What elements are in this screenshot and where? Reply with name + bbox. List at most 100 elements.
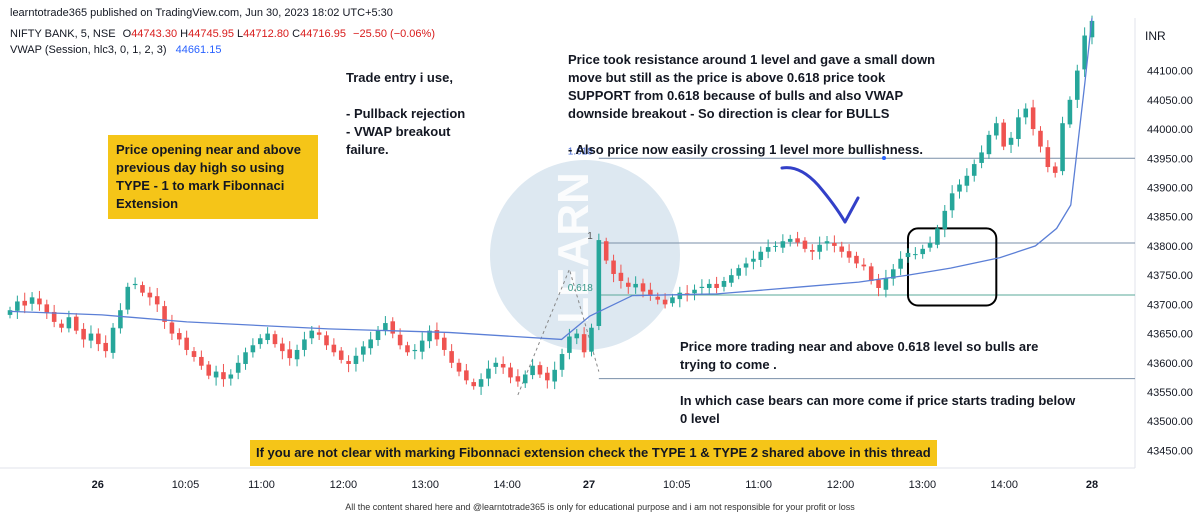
candle-body	[743, 263, 749, 268]
candle-body	[213, 371, 219, 378]
candle-body	[1016, 117, 1021, 139]
candle-body	[971, 164, 977, 176]
candle-body	[994, 123, 999, 136]
candle-body	[611, 260, 616, 274]
time-tick-label: 12:00	[330, 479, 358, 491]
candle-body	[96, 333, 101, 345]
candle-body	[773, 245, 778, 247]
candle-body	[810, 250, 815, 252]
candle-body	[1052, 166, 1058, 173]
candle-body	[714, 283, 719, 288]
time-tick-label: 13:00	[909, 479, 937, 491]
candle-body	[132, 283, 138, 286]
candle-body	[913, 254, 918, 256]
candle-body	[581, 334, 587, 353]
price-tick-label: 43950.00	[1147, 153, 1193, 165]
candle-body	[375, 330, 381, 341]
candle-body	[118, 310, 123, 329]
candle-body	[721, 280, 727, 287]
candle-body	[272, 334, 278, 345]
candle-body	[37, 298, 42, 305]
candle-body	[655, 296, 661, 300]
vwap-value: 44661.15	[175, 44, 222, 56]
candle-body	[648, 289, 653, 296]
candle-body	[302, 339, 307, 350]
candle-body	[294, 349, 300, 360]
candle-body	[699, 286, 705, 288]
candle-body	[537, 365, 543, 375]
candle-body	[449, 351, 454, 363]
candle-body	[832, 243, 837, 246]
time-tick-label: 14:00	[493, 479, 521, 491]
candle-body	[177, 333, 182, 340]
candle-body	[552, 369, 557, 382]
candle-body	[920, 248, 925, 255]
candle-body	[486, 368, 491, 379]
candle-body	[986, 134, 992, 155]
candle-body	[957, 184, 962, 192]
time-tick-label: 11:00	[248, 479, 275, 491]
candle-body	[626, 282, 631, 287]
watermark-circle	[490, 160, 680, 350]
hand-drawn-arrow	[780, 166, 860, 224]
disclaimer-footer: All the content shared here and @learnto…	[345, 502, 855, 512]
fib-level-label: 1	[587, 231, 593, 242]
candle-body	[51, 311, 57, 322]
candle-body	[140, 285, 145, 293]
candle-body	[434, 330, 440, 340]
candle-body	[397, 334, 403, 346]
candle-body	[265, 333, 270, 341]
note-resistance: Price took resistance around 1 level and…	[568, 52, 936, 157]
candle-body	[1008, 137, 1014, 145]
candle-body	[110, 327, 116, 353]
candle-body	[846, 251, 852, 258]
time-tick-label: 10:05	[663, 479, 691, 491]
price-tick-label: 43750.00	[1147, 270, 1193, 282]
candle-body	[508, 367, 513, 378]
candle-body	[942, 210, 948, 229]
candle-body	[368, 339, 373, 349]
candle-body	[567, 336, 572, 353]
candle-body	[662, 299, 668, 305]
candle-body	[184, 337, 189, 350]
highlight-box	[906, 227, 998, 307]
candle-body	[1074, 70, 1080, 100]
candle-body	[905, 252, 911, 258]
candle-body	[979, 152, 984, 163]
close-value: 44716.95	[300, 28, 346, 40]
candle-body	[228, 374, 234, 379]
low-value: 44712.80	[243, 28, 290, 40]
candle-body	[257, 338, 263, 345]
fib-swing-dashed	[517, 267, 600, 396]
candle-body	[324, 335, 329, 346]
candle-body	[1082, 35, 1087, 70]
time-tick-label: 10:05	[172, 479, 200, 491]
candle-body	[876, 279, 881, 288]
vwap-label: VWAP (Session, hlc3, 0, 1, 2, 3)	[10, 44, 167, 56]
candle-body	[751, 258, 756, 262]
candle-body	[390, 321, 396, 334]
candle-body	[603, 241, 609, 261]
candle-body	[861, 264, 867, 267]
candle-body	[44, 304, 50, 314]
candle-body	[280, 343, 285, 352]
time-tick-label: 26	[92, 479, 104, 491]
candle-body	[670, 297, 675, 304]
high-value: 44745.95	[188, 28, 234, 40]
candle-body	[633, 283, 638, 288]
candle-body	[478, 379, 484, 387]
candle-body	[522, 374, 528, 384]
candle-body	[456, 362, 462, 372]
blue-dot	[882, 156, 886, 160]
candle-body	[883, 278, 889, 290]
candle-body	[1089, 20, 1095, 38]
note-trading-near: Price more trading near and above 0.618 …	[680, 339, 1039, 372]
candle-body	[530, 365, 535, 376]
candle-body	[199, 356, 204, 366]
candle-body	[890, 269, 896, 279]
publisher-line: learntotrade365 published on TradingView…	[10, 7, 393, 19]
candle-body	[464, 370, 469, 381]
price-tick-label: 43900.00	[1147, 182, 1193, 194]
candle-body	[309, 330, 315, 339]
